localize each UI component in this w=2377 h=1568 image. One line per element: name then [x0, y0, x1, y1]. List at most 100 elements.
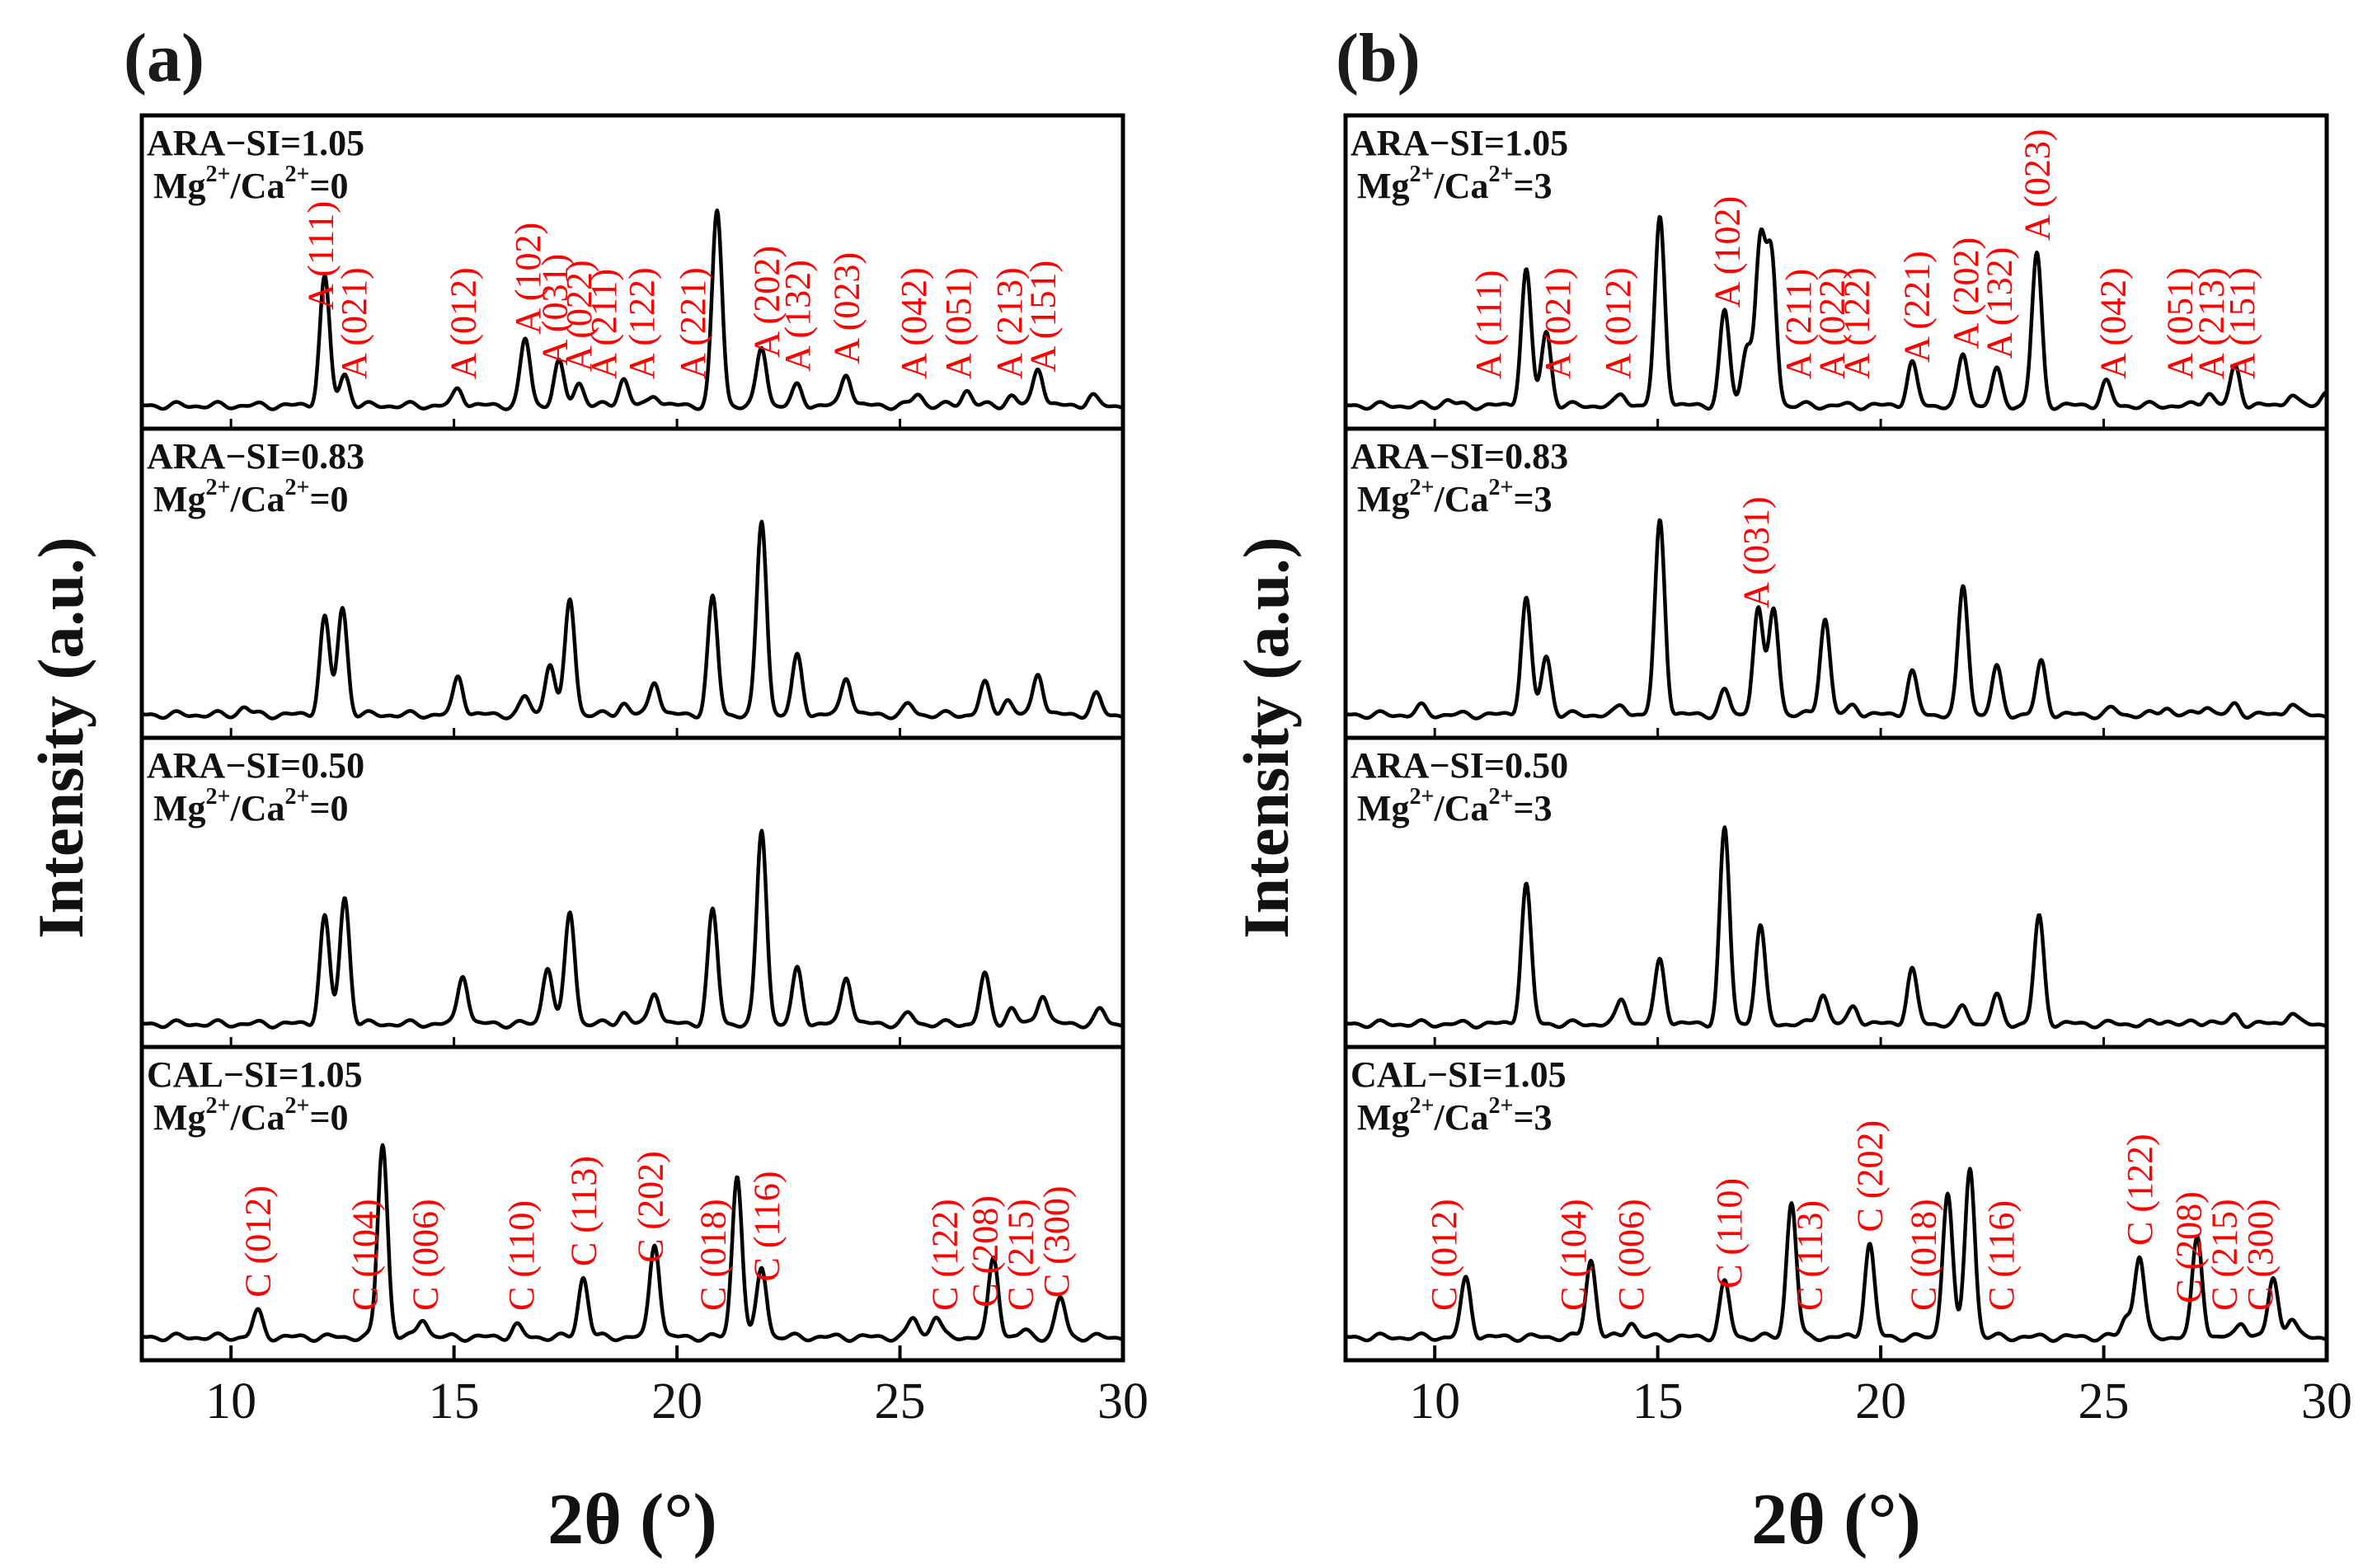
peak-annotation: A (211): [1778, 269, 1819, 379]
ratio-sup: 2+: [206, 475, 231, 500]
peak-annotation: A (021): [334, 267, 374, 379]
peak-annotation: C (012): [1424, 1199, 1464, 1311]
peak-annotation: C (110): [1709, 1178, 1750, 1289]
peak-annotation: A (151): [1023, 261, 1064, 373]
xrd-series-line: [140, 519, 1125, 721]
panel-a: (a) 10 15 20 25 30 2θ (°) Intensity (a.u.) ARA−…: [25, 20, 1149, 1560]
peak-annotation: C (104): [345, 1199, 385, 1311]
ratio-value: =0: [309, 788, 348, 829]
peak-annotation: A (211): [584, 269, 624, 379]
peak-annotation: A (023): [2017, 129, 2057, 241]
sample-label: ARA−SI=0.50: [147, 745, 364, 786]
y-axis-title: Intensity (a.u.): [1230, 537, 1302, 939]
xrd-series-line: [140, 829, 1125, 1030]
x-tick-label: 15: [429, 1373, 480, 1430]
peak-annotation: C (202): [1850, 1120, 1891, 1232]
xrd-series-line: [1344, 214, 2328, 411]
sample-label: ARA−SI=0.83: [147, 436, 364, 477]
peak-annotation: A (202): [1946, 237, 1986, 350]
peak-annotation: A (221): [673, 267, 713, 379]
peak-annotation: A (042): [894, 267, 934, 379]
sample-label: ARA−SI=0.50: [1351, 745, 1568, 786]
ratio-ca: /Ca: [1434, 1097, 1489, 1138]
xrd-series-line: [140, 1143, 1125, 1343]
ratio-label: Mg2+/Ca2+=3: [1357, 162, 1553, 206]
peak-annotation: A (122): [1836, 267, 1877, 379]
peak-annotation: A (221): [1896, 251, 1937, 363]
y-axis-title: Intensity (a.u.): [25, 537, 96, 939]
x-tick-label: 10: [1409, 1373, 1460, 1430]
ratio-mg: Mg: [1357, 1097, 1410, 1138]
ratio-label: Mg2+/Ca2+=0: [153, 475, 349, 519]
peak-annotation: C (116): [1981, 1200, 2022, 1311]
peak-annotation: C (006): [405, 1199, 445, 1311]
xrd-series-line: [1344, 1167, 2328, 1343]
peak-annotation: C (202): [631, 1151, 671, 1263]
x-tick-label: 15: [1632, 1373, 1684, 1430]
ratio-mg: Mg: [153, 788, 206, 829]
ratio-sup: 2+: [285, 162, 310, 187]
peak-annotation: C (208): [2168, 1191, 2209, 1303]
peak-annotation: A (122): [622, 267, 662, 379]
ratio-label: Mg2+/Ca2+=3: [1357, 1093, 1553, 1138]
ratio-sup: 2+: [1489, 162, 1514, 187]
x-tick-label: 30: [1097, 1373, 1149, 1430]
peak-annotation: C (208): [965, 1195, 1005, 1307]
panel-b: (b) 10 15 20 25 30 2θ (°) Intensity (a.u.) ARA−…: [1230, 20, 2352, 1560]
peak-annotation: C (012): [238, 1185, 279, 1298]
sample-label: CAL−SI=1.05: [1351, 1054, 1567, 1095]
ratio-sup: 2+: [285, 475, 310, 500]
panel-a-label: (a): [124, 20, 204, 96]
sample-label: ARA−SI=0.83: [1351, 436, 1568, 477]
ratio-ca: /Ca: [230, 788, 285, 829]
ratio-mg: Mg: [153, 166, 206, 206]
ratio-value: =0: [309, 1097, 348, 1138]
peak-annotation: C (300): [1036, 1186, 1077, 1298]
x-axis-title: 2θ (°): [547, 1480, 717, 1560]
panel-b-plot: 10 15 20 25 30 2θ (°) Intensity (a.u.) ARA−SI=1…: [1230, 113, 2352, 1560]
peak-annotation: A (031): [534, 254, 575, 366]
peak-annotation: A (213): [989, 267, 1030, 379]
peak-annotation: A (022): [559, 260, 599, 372]
ratio-ca: /Ca: [230, 166, 285, 206]
peak-annotation: C (110): [501, 1200, 542, 1311]
x-axis-title: 2θ (°): [1751, 1480, 1921, 1560]
ratio-label: Mg2+/Ca2+=3: [1357, 475, 1553, 519]
ratio-sup: 2+: [1489, 784, 1514, 810]
ratio-sup: 2+: [285, 784, 310, 810]
ratio-mg: Mg: [1357, 166, 1410, 206]
peak-annotation: A (111): [1468, 270, 1509, 379]
peak-annotation: A (021): [1538, 267, 1578, 379]
ratio-value: =3: [1513, 1097, 1552, 1138]
xrd-series-line: [1344, 518, 2328, 721]
ratio-sup: 2+: [1410, 784, 1435, 810]
ratio-mg: Mg: [153, 479, 206, 519]
ratio-sup: 2+: [1410, 475, 1435, 500]
peak-annotation: C (006): [1611, 1199, 1651, 1311]
peak-annotation: C (122): [2120, 1134, 2160, 1246]
peak-annotation: A (022): [1812, 267, 1853, 379]
peak-annotation: A (031): [1736, 496, 1777, 608]
peak-annotation: A (012): [443, 267, 483, 379]
x-tick-label: 20: [651, 1373, 702, 1430]
ratio-ca: /Ca: [1434, 166, 1489, 206]
ratio-sup: 2+: [206, 1093, 231, 1119]
xrd-series-line: [1344, 825, 2328, 1030]
ratio-ca: /Ca: [230, 479, 285, 519]
peak-annotation: C (122): [925, 1199, 965, 1311]
ratio-sup: 2+: [1410, 1093, 1435, 1119]
ratio-sup: 2+: [1489, 1093, 1514, 1119]
peak-annotation: C (018): [693, 1199, 733, 1311]
x-tick-label: 25: [875, 1373, 926, 1430]
x-tick-label: 30: [2301, 1373, 2352, 1430]
ratio-sup: 2+: [285, 1093, 310, 1119]
peak-annotation: A (012): [1598, 267, 1638, 379]
panel-a-plot: 10 15 20 25 30 2θ (°) Intensity (a.u.) ARA−SI=1…: [25, 113, 1149, 1560]
sample-label: CAL−SI=1.05: [147, 1054, 363, 1095]
ratio-value: =0: [309, 166, 348, 206]
ratio-mg: Mg: [1357, 788, 1410, 829]
ratio-mg: Mg: [153, 1097, 206, 1138]
sample-label: ARA−SI=1.05: [147, 123, 364, 163]
ratio-label: Mg2+/Ca2+=0: [153, 1093, 349, 1138]
